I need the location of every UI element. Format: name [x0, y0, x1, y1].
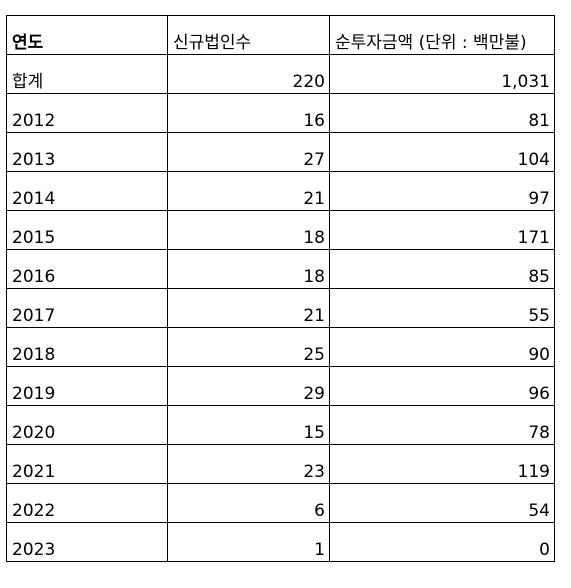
- table-row: 2015 18 171: [6, 210, 555, 250]
- value-cell: 54: [329, 483, 555, 523]
- value-cell: 6: [167, 483, 330, 523]
- year-cell: 합계: [6, 54, 168, 94]
- value-cell: 27: [167, 132, 330, 172]
- value-cell: 220: [167, 54, 330, 94]
- value-cell: 21: [167, 288, 330, 328]
- value-cell: 85: [329, 249, 555, 289]
- value-cell: 55: [329, 288, 555, 328]
- value-cell: 171: [329, 210, 555, 250]
- table-row: 2013 27 104: [6, 132, 555, 172]
- table-body: 연도 신규법인수 순투자금액 (단위 : 백만불) 합계 220 1,031 2012 16 8…: [6, 15, 555, 562]
- value-cell: 96: [329, 366, 555, 406]
- year-cell: 2020: [6, 405, 168, 445]
- value-cell: 16: [167, 93, 330, 133]
- year-cell: 2021: [6, 444, 168, 484]
- year-cell: 2023: [6, 522, 168, 562]
- value-cell: 104: [329, 132, 555, 172]
- table-row: 2017 21 55: [6, 288, 555, 328]
- data-table: 연도 신규법인수 순투자금액 (단위 : 백만불) 합계 220 1,031 2012 16 8…: [6, 15, 555, 562]
- table-row: 2019 29 96: [6, 366, 555, 406]
- value-cell: 18: [167, 210, 330, 250]
- table-row: 2014 21 97: [6, 171, 555, 211]
- value-cell: 18: [167, 249, 330, 289]
- value-cell: 90: [329, 327, 555, 367]
- value-cell: 25: [167, 327, 330, 367]
- header-row: 연도 신규법인수 순투자금액 (단위 : 백만불): [6, 15, 555, 55]
- year-cell: 2015: [6, 210, 168, 250]
- table-row: 2018 25 90: [6, 327, 555, 367]
- table-row: 합계 220 1,031: [6, 54, 555, 94]
- table-row: 2020 15 78: [6, 405, 555, 445]
- value-cell: 21: [167, 171, 330, 211]
- header-cell: 신규법인수: [167, 15, 330, 55]
- value-cell: 29: [167, 366, 330, 406]
- table-row: 2016 18 85: [6, 249, 555, 289]
- value-cell: 1,031: [329, 54, 555, 94]
- header-cell: 연도: [6, 15, 168, 55]
- year-cell: 2019: [6, 366, 168, 406]
- year-cell: 2014: [6, 171, 168, 211]
- header-cell: 순투자금액 (단위 : 백만불): [329, 15, 555, 55]
- value-cell: 78: [329, 405, 555, 445]
- value-cell: 15: [167, 405, 330, 445]
- table-row: 2023 1 0: [6, 522, 555, 562]
- table-row: 2022 6 54: [6, 483, 555, 523]
- table-row: 2012 16 81: [6, 93, 555, 133]
- year-cell: 2016: [6, 249, 168, 289]
- year-cell: 2012: [6, 93, 168, 133]
- year-cell: 2013: [6, 132, 168, 172]
- table-row: 2021 23 119: [6, 444, 555, 484]
- value-cell: 23: [167, 444, 330, 484]
- year-cell: 2017: [6, 288, 168, 328]
- value-cell: 81: [329, 93, 555, 133]
- value-cell: 119: [329, 444, 555, 484]
- value-cell: 97: [329, 171, 555, 211]
- year-cell: 2022: [6, 483, 168, 523]
- value-cell: 0: [329, 522, 555, 562]
- value-cell: 1: [167, 522, 330, 562]
- year-cell: 2018: [6, 327, 168, 367]
